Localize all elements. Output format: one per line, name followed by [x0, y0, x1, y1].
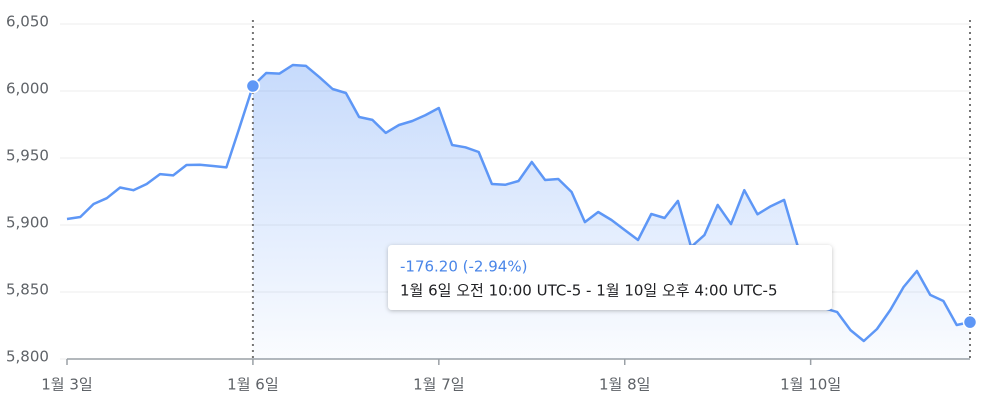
selection-area: [252, 65, 970, 359]
selection-point: [245, 78, 261, 94]
x-tick-label: 1월 10일: [780, 376, 841, 394]
y-tick-label: 5,800: [6, 348, 49, 366]
y-tick-label: 6,000: [6, 80, 49, 98]
x-tick-label: 1월 8일: [599, 376, 650, 394]
y-tick-label: 5,950: [6, 147, 49, 165]
tooltip-change: -176.20 (-2.94%): [400, 258, 527, 276]
tooltip: -176.20 (-2.94%) 1월 6일 오전 10:00 UTC-5 - …: [388, 245, 832, 310]
y-tick-label: 5,900: [6, 214, 49, 232]
selection-point: [962, 314, 978, 330]
x-tick-label: 1월 3일: [41, 376, 92, 394]
y-tick-label: 6,050: [6, 13, 49, 31]
x-tick-label: 1월 7일: [413, 376, 464, 394]
y-tick-label: 5,850: [6, 281, 49, 299]
tooltip-range: 1월 6일 오전 10:00 UTC-5 - 1월 10일 오후 4:00 UT…: [400, 282, 778, 300]
tooltip-box: [388, 245, 832, 310]
x-tick-label: 1월 6일: [227, 376, 278, 394]
